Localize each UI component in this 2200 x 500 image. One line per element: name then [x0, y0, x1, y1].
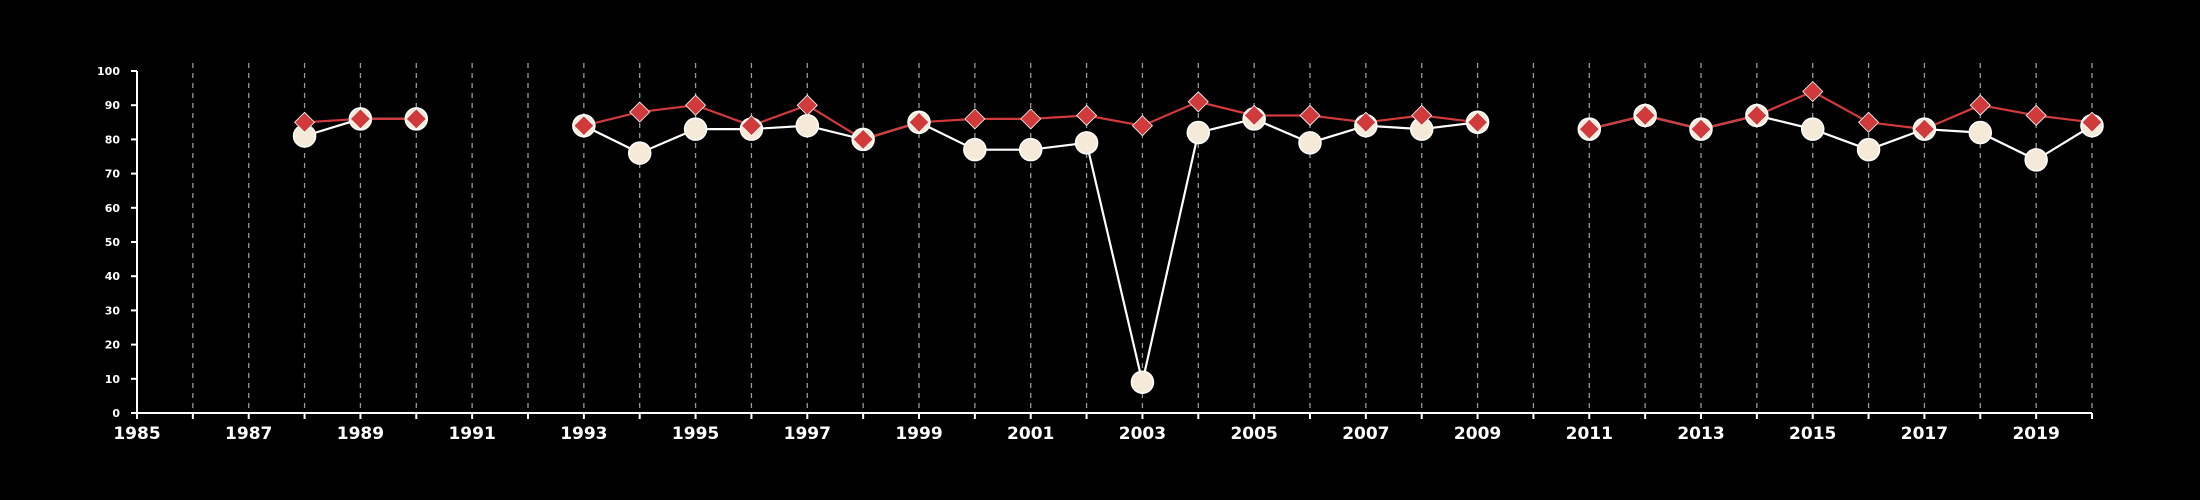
series-1-point-2000 [963, 137, 987, 162]
series-2-point-2019 [2025, 104, 2047, 127]
y-tick-label: 50 [105, 236, 121, 249]
series-1-point-1997 [795, 113, 820, 138]
x-tick-label: 2013 [1677, 424, 1724, 444]
series-2-point-2018 [1969, 94, 1991, 116]
x-tick-label: 2011 [1566, 424, 1613, 444]
y-tick-label: 90 [105, 99, 121, 112]
series-1-point-1994 [627, 141, 652, 165]
x-tick-label: 2003 [1119, 424, 1166, 444]
y-tick-label: 0 [112, 407, 120, 420]
x-tick-label: 2017 [1901, 424, 1948, 444]
series-1-point-2019 [2024, 148, 2048, 172]
series [292, 80, 2104, 394]
x-tick-label: 2001 [1007, 424, 1054, 444]
x-tick-label: 2007 [1342, 424, 1389, 444]
x-tick-label: 1995 [672, 424, 719, 444]
series-2-point-2014 [1746, 104, 1768, 127]
series-1-point-2003 [1130, 370, 1155, 394]
series-2-point-1997 [796, 94, 818, 116]
series-1-point-2015 [1800, 117, 1825, 141]
series-2-point-1995 [685, 94, 707, 116]
x-tick-label: 2015 [1789, 424, 1836, 444]
y-tick-label: 80 [105, 133, 121, 146]
series-2-line-3 [1589, 90, 2093, 131]
series-1-point-1995 [683, 117, 708, 141]
series-2-point-2008 [1411, 104, 1433, 127]
y-tick-label: 20 [105, 339, 121, 352]
y-tick-label: 60 [105, 202, 121, 215]
x-tick-label: 1987 [225, 424, 272, 444]
x-tick-label: 1993 [560, 424, 607, 444]
y-tick-label: 40 [105, 270, 121, 283]
x-tick-label: 2019 [2012, 424, 2059, 444]
y-tick-label: 10 [105, 373, 121, 386]
series-2-point-2017 [1913, 118, 1935, 140]
series-2-point-1990 [405, 108, 427, 130]
series-2-point-2020 [2081, 111, 2103, 133]
series-2-point-2009 [1467, 111, 1489, 133]
series-1-line-3 [1589, 114, 2093, 162]
series-2-point-1993 [573, 115, 595, 137]
series-2-point-2005 [1243, 104, 1265, 127]
y-tick-label: 70 [105, 168, 121, 181]
series-2-point-2002 [1076, 104, 1098, 127]
series-2-point-2000 [964, 108, 986, 130]
y-tick-label: 30 [105, 304, 121, 317]
x-tick-label: 1997 [784, 424, 831, 444]
series-2-point-2006 [1299, 104, 1321, 127]
series-1-point-2002 [1074, 131, 1099, 155]
series-1-point-2018 [1968, 120, 1993, 145]
series-2-point-2004 [1187, 91, 1209, 113]
series-2-point-2011 [1578, 118, 1600, 140]
series-2-point-2001 [1020, 108, 1042, 130]
series-2-point-2015 [1802, 80, 1824, 103]
x-tick-label: 1999 [895, 424, 942, 444]
grid [192, 63, 2093, 413]
axes: 1985 1987 1989 1991 1993 1995 1997 1999 2001 2003… [97, 65, 2093, 444]
series-2-point-1989 [349, 108, 371, 130]
y-tick-label: 100 [97, 65, 120, 78]
series-2-point-2016 [1858, 111, 1880, 133]
x-tick-label: 2009 [1454, 424, 1501, 444]
series-2-point-1999 [908, 111, 930, 133]
x-tick-label: 1991 [448, 424, 495, 444]
x-tick-label: 1985 [113, 424, 160, 444]
x-tick-label: 2005 [1230, 424, 1277, 444]
series-1-point-2001 [1018, 137, 1043, 162]
x-tick-label: 1989 [337, 424, 384, 444]
series-2-point-2003 [1131, 115, 1153, 137]
series-2-point-1998 [852, 128, 874, 150]
series-1-point-2016 [1856, 137, 1881, 162]
series-2-point-1996 [740, 115, 762, 137]
series-1-point-2006 [1298, 131, 1322, 155]
series-2-point-2013 [1690, 118, 1712, 140]
series-2-point-2012 [1634, 104, 1656, 127]
series-2-point-1994 [629, 101, 651, 123]
series-2-point-2007 [1355, 111, 1377, 133]
series-2-point-1988 [294, 111, 316, 133]
series-1-point-2004 [1186, 120, 1211, 145]
